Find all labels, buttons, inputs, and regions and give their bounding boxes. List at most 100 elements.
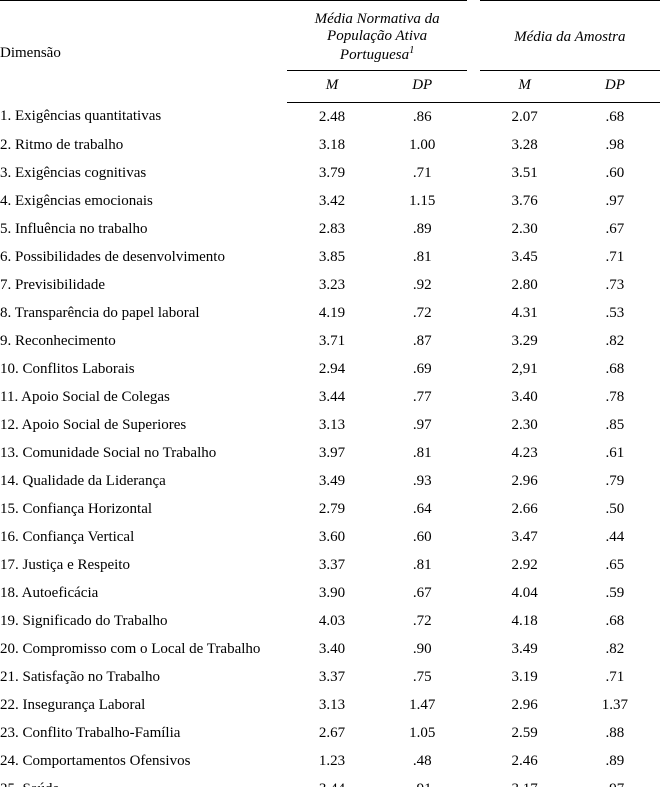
cell-m1: 3.18 <box>287 131 377 159</box>
cell-dimension: 4. Exigências emocionais <box>0 187 287 215</box>
cell-m1: 3.13 <box>287 411 377 439</box>
cell-gap <box>467 663 479 691</box>
cell-m1: 2.79 <box>287 495 377 523</box>
cell-dimension: 5. Influência no trabalho <box>0 215 287 243</box>
stats-table: Dimensão Média Normativa da População At… <box>0 0 660 787</box>
table-row: 15. Confiança Horizontal2.79.642.66.50 <box>0 495 660 523</box>
cell-dp2: .82 <box>570 327 660 355</box>
cell-m2: 3.28 <box>480 131 570 159</box>
cell-gap <box>467 551 479 579</box>
cell-m2: 2.80 <box>480 271 570 299</box>
cell-m2: 2.66 <box>480 495 570 523</box>
cell-dp2: .89 <box>570 747 660 775</box>
header-dimension-text: Dimensão <box>0 45 61 61</box>
cell-dimension: 24. Comportamentos Ofensivos <box>0 747 287 775</box>
cell-gap <box>467 103 479 132</box>
cell-dimension: 11. Apoio Social de Colegas <box>0 383 287 411</box>
cell-dimension: 14. Qualidade da Liderança <box>0 467 287 495</box>
cell-m2: 2,91 <box>480 355 570 383</box>
cell-dp1: .75 <box>377 663 467 691</box>
cell-dp1: 1.00 <box>377 131 467 159</box>
cell-m2: 4.31 <box>480 299 570 327</box>
cell-dp2: .67 <box>570 215 660 243</box>
cell-m1: 3.97 <box>287 439 377 467</box>
cell-gap <box>467 467 479 495</box>
header-m1: M <box>287 71 377 103</box>
cell-m1: 3.44 <box>287 383 377 411</box>
cell-dp1: .93 <box>377 467 467 495</box>
cell-gap <box>467 439 479 467</box>
table-head: Dimensão Média Normativa da População At… <box>0 1 660 103</box>
cell-m2: 4.23 <box>480 439 570 467</box>
cell-gap <box>467 719 479 747</box>
table-row: 25. Saúde3.44.913.17.97 <box>0 775 660 787</box>
cell-dimension: 7. Previsibilidade <box>0 271 287 299</box>
cell-gap <box>467 355 479 383</box>
cell-m1: 3.42 <box>287 187 377 215</box>
cell-dp2: .79 <box>570 467 660 495</box>
cell-dimension: 1. Exigências quantitativas <box>0 103 287 132</box>
table-row: 10. Conflitos Laborais2.94.692,91.68 <box>0 355 660 383</box>
cell-dp2: .53 <box>570 299 660 327</box>
cell-m1: 4.03 <box>287 607 377 635</box>
cell-dp1: .72 <box>377 299 467 327</box>
cell-dimension: 20. Compromisso com o Local de Trabalho <box>0 635 287 663</box>
cell-m1: 3.60 <box>287 523 377 551</box>
cell-dp2: 1.37 <box>570 691 660 719</box>
table-row: 16. Confiança Vertical3.60.603.47.44 <box>0 523 660 551</box>
cell-dimension: 21. Satisfação no Trabalho <box>0 663 287 691</box>
cell-gap <box>467 775 479 787</box>
cell-m2: 2.92 <box>480 551 570 579</box>
cell-dp1: .92 <box>377 271 467 299</box>
cell-dp1: .48 <box>377 747 467 775</box>
cell-dp2: .88 <box>570 719 660 747</box>
cell-m2: 3.51 <box>480 159 570 187</box>
cell-dp1: 1.05 <box>377 719 467 747</box>
cell-gap <box>467 635 479 663</box>
cell-m2: 3.40 <box>480 383 570 411</box>
cell-m2: 3.45 <box>480 243 570 271</box>
cell-m1: 3.13 <box>287 691 377 719</box>
cell-m2: 2.07 <box>480 103 570 132</box>
cell-dimension: 6. Possibilidades de desenvolvimento <box>0 243 287 271</box>
cell-dimension: 8. Transparência do papel laboral <box>0 299 287 327</box>
cell-dp1: .91 <box>377 775 467 787</box>
table-row: 21. Satisfação no Trabalho3.37.753.19.71 <box>0 663 660 691</box>
cell-m2: 2.46 <box>480 747 570 775</box>
cell-gap <box>467 159 479 187</box>
cell-gap <box>467 187 479 215</box>
cell-gap <box>467 299 479 327</box>
cell-dp1: .89 <box>377 215 467 243</box>
cell-gap <box>467 327 479 355</box>
cell-dp2: .59 <box>570 579 660 607</box>
header-dp2: DP <box>570 71 660 103</box>
cell-dimension: 2. Ritmo de trabalho <box>0 131 287 159</box>
cell-dp2: .98 <box>570 131 660 159</box>
cell-gap <box>467 383 479 411</box>
table-row: 9. Reconhecimento3.71.873.29.82 <box>0 327 660 355</box>
cell-dp2: .60 <box>570 159 660 187</box>
table-row: 23. Conflito Trabalho-Família2.671.052.5… <box>0 719 660 747</box>
cell-m2: 3.19 <box>480 663 570 691</box>
cell-gap <box>467 523 479 551</box>
cell-dimension: 23. Conflito Trabalho-Família <box>0 719 287 747</box>
cell-dimension: 15. Confiança Horizontal <box>0 495 287 523</box>
cell-dp1: .81 <box>377 243 467 271</box>
cell-m2: 3.49 <box>480 635 570 663</box>
cell-m2: 4.18 <box>480 607 570 635</box>
cell-dp2: .68 <box>570 355 660 383</box>
cell-dp1: 1.47 <box>377 691 467 719</box>
table-row: 7. Previsibilidade3.23.922.80.73 <box>0 271 660 299</box>
cell-m1: 3.71 <box>287 327 377 355</box>
table-row: 22. Insegurança Laboral3.131.472.961.37 <box>0 691 660 719</box>
table-row: 3. Exigências cognitivas3.79.713.51.60 <box>0 159 660 187</box>
cell-gap <box>467 691 479 719</box>
table-row: 20. Compromisso com o Local de Trabalho 3… <box>0 635 660 663</box>
header-row-groups: Dimensão Média Normativa da População At… <box>0 1 660 71</box>
cell-dp1: .81 <box>377 551 467 579</box>
header-sub-gap <box>467 71 479 103</box>
cell-dp2: .97 <box>570 775 660 787</box>
cell-m1: 2.94 <box>287 355 377 383</box>
cell-m1: 4.19 <box>287 299 377 327</box>
page: Dimensão Média Normativa da População At… <box>0 0 660 787</box>
